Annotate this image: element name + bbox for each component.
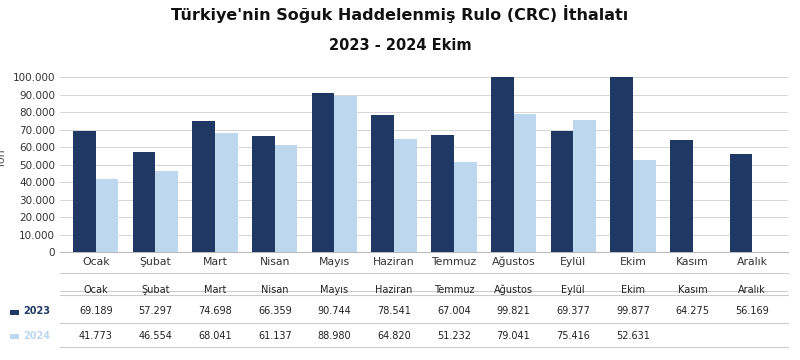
Bar [73, 131, 96, 252]
Text: Ekim: Ekim [621, 285, 645, 295]
Bar [334, 96, 357, 252]
Text: 79.041: 79.041 [497, 330, 530, 341]
Bar [610, 77, 633, 252]
Text: 78.541: 78.541 [378, 306, 411, 316]
Text: 99.821: 99.821 [497, 306, 530, 316]
Text: 2023: 2023 [23, 306, 50, 316]
Text: Ağustos: Ağustos [494, 284, 533, 295]
Text: Aralık: Aralık [738, 285, 766, 295]
Text: Haziran: Haziran [375, 285, 413, 295]
Text: 69.189: 69.189 [79, 306, 113, 316]
Text: Ocak: Ocak [83, 285, 108, 295]
Bar [670, 140, 693, 252]
Text: 57.297: 57.297 [138, 306, 173, 316]
Bar [312, 93, 334, 252]
Text: Nisan: Nisan [261, 285, 289, 295]
Text: 67.004: 67.004 [437, 306, 470, 316]
Bar [133, 152, 155, 252]
Text: 56.169: 56.169 [735, 306, 769, 316]
Text: 69.377: 69.377 [556, 306, 590, 316]
Text: Kasım: Kasım [678, 285, 707, 295]
Bar [193, 121, 215, 252]
Text: 88.980: 88.980 [318, 330, 351, 341]
Text: 51.232: 51.232 [437, 330, 471, 341]
Bar [155, 171, 178, 252]
Bar [550, 131, 573, 252]
Text: 2024: 2024 [23, 330, 50, 341]
Text: Eylül: Eylül [562, 285, 585, 295]
Text: Şubat: Şubat [142, 285, 170, 295]
Text: 99.877: 99.877 [616, 306, 650, 316]
Text: 64.275: 64.275 [675, 306, 710, 316]
Bar [96, 179, 118, 252]
Text: 46.554: 46.554 [138, 330, 173, 341]
Bar [730, 154, 752, 252]
Bar [394, 139, 417, 252]
Text: 75.416: 75.416 [556, 330, 590, 341]
Bar [491, 77, 514, 252]
Text: 90.744: 90.744 [318, 306, 351, 316]
Text: 74.698: 74.698 [198, 306, 232, 316]
Text: 61.137: 61.137 [258, 330, 292, 341]
Text: Mart: Mart [204, 285, 226, 295]
Bar [215, 133, 238, 252]
Bar [275, 145, 298, 252]
Text: 41.773: 41.773 [79, 330, 113, 341]
Bar [252, 136, 275, 252]
Text: 66.359: 66.359 [258, 306, 292, 316]
Bar [514, 114, 536, 252]
Text: Türkiye'nin Soğuk Haddelenmiş Rulo (CRC) İthalatı: Türkiye'nin Soğuk Haddelenmiş Rulo (CRC)… [171, 5, 629, 23]
Bar [431, 135, 454, 252]
Text: 68.041: 68.041 [198, 330, 232, 341]
Text: Temmuz: Temmuz [434, 285, 474, 295]
Text: 64.820: 64.820 [378, 330, 411, 341]
Bar [454, 162, 477, 252]
Bar [371, 114, 394, 252]
Y-axis label: Ton: Ton [0, 149, 7, 168]
Text: Mayıs: Mayıs [321, 285, 349, 295]
Bar [633, 160, 655, 252]
Bar [573, 120, 596, 252]
Text: 52.631: 52.631 [616, 330, 650, 341]
Text: 2023 - 2024 Ekim: 2023 - 2024 Ekim [329, 38, 471, 53]
